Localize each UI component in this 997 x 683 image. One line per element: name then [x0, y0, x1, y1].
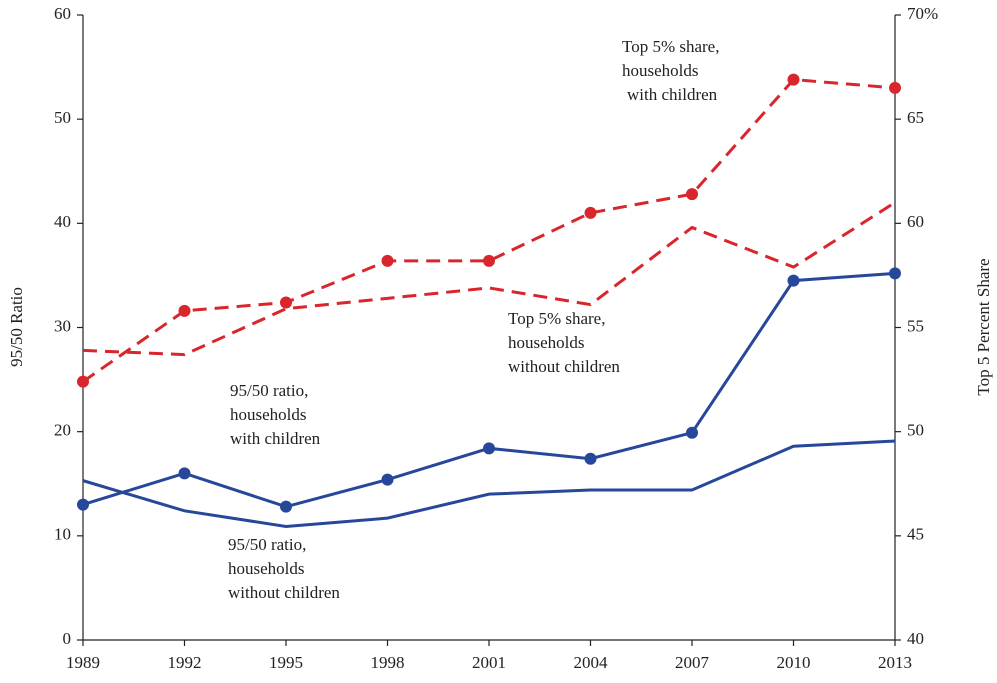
- series-marker: [381, 254, 394, 267]
- x-tick-label: 1989: [66, 653, 100, 672]
- y2-tick-label: 50: [907, 421, 924, 440]
- series-marker: [787, 73, 800, 86]
- series-line: [82, 439, 896, 528]
- series-marker: [889, 81, 901, 94]
- annotation: 95/50 ratio,: [228, 535, 306, 554]
- annotation: with children: [230, 429, 321, 448]
- series-marker: [686, 188, 698, 201]
- series-marker: [686, 426, 698, 439]
- series-marker: [584, 452, 597, 465]
- x-tick-label: 2010: [777, 653, 811, 672]
- annotation: with children: [627, 85, 718, 104]
- annotation: households: [508, 333, 585, 352]
- annotation: households: [622, 61, 699, 80]
- series-marker: [178, 467, 191, 480]
- x-tick-label: 1995: [269, 653, 303, 672]
- y-tick-label: 60: [54, 4, 71, 23]
- x-tick-label: 1998: [371, 653, 405, 672]
- series-marker: [889, 267, 901, 280]
- series-marker: [483, 254, 495, 267]
- series-marker: [483, 442, 495, 455]
- y-tick-label: 0: [63, 629, 72, 648]
- x-tick-label: 2004: [574, 653, 609, 672]
- y2-tick-label: 65: [907, 108, 924, 127]
- x-tick-label: 2001: [472, 653, 506, 672]
- series-marker: [178, 304, 191, 317]
- x-tick-label: 2007: [675, 653, 710, 672]
- annotation: households: [228, 559, 305, 578]
- series-marker: [584, 206, 597, 219]
- y2-axis-label: Top 5 Percent Share: [974, 258, 993, 395]
- y2-tick-label: 60: [907, 212, 924, 231]
- y2-tick-label: 70%: [907, 4, 938, 23]
- annotation: without children: [228, 583, 340, 602]
- y-tick-label: 30: [54, 316, 71, 335]
- annotation: 95/50 ratio,: [230, 381, 308, 400]
- y-tick-label: 40: [54, 212, 71, 231]
- annotation: Top 5% share,: [508, 309, 605, 328]
- series-marker: [280, 296, 292, 309]
- series-marker: [381, 473, 394, 486]
- series-marker: [280, 500, 292, 513]
- y2-tick-label: 45: [907, 525, 924, 544]
- y-axis-label: 95/50 Ratio: [7, 287, 26, 367]
- y-tick-label: 50: [54, 108, 71, 127]
- series-marker: [77, 498, 89, 511]
- y2-tick-label: 40: [907, 629, 924, 648]
- x-tick-label: 2013: [878, 653, 912, 672]
- series-marker: [77, 375, 89, 388]
- annotation: without children: [508, 357, 620, 376]
- series-line: [82, 78, 896, 383]
- y-tick-label: 10: [54, 525, 71, 544]
- series-line: [82, 201, 896, 357]
- series-marker: [787, 274, 800, 287]
- x-tick-label: 1992: [168, 653, 202, 672]
- y2-tick-label: 55: [907, 316, 924, 335]
- annotation: Top 5% share,: [622, 37, 719, 56]
- annotation: households: [230, 405, 307, 424]
- y-tick-label: 20: [54, 421, 71, 440]
